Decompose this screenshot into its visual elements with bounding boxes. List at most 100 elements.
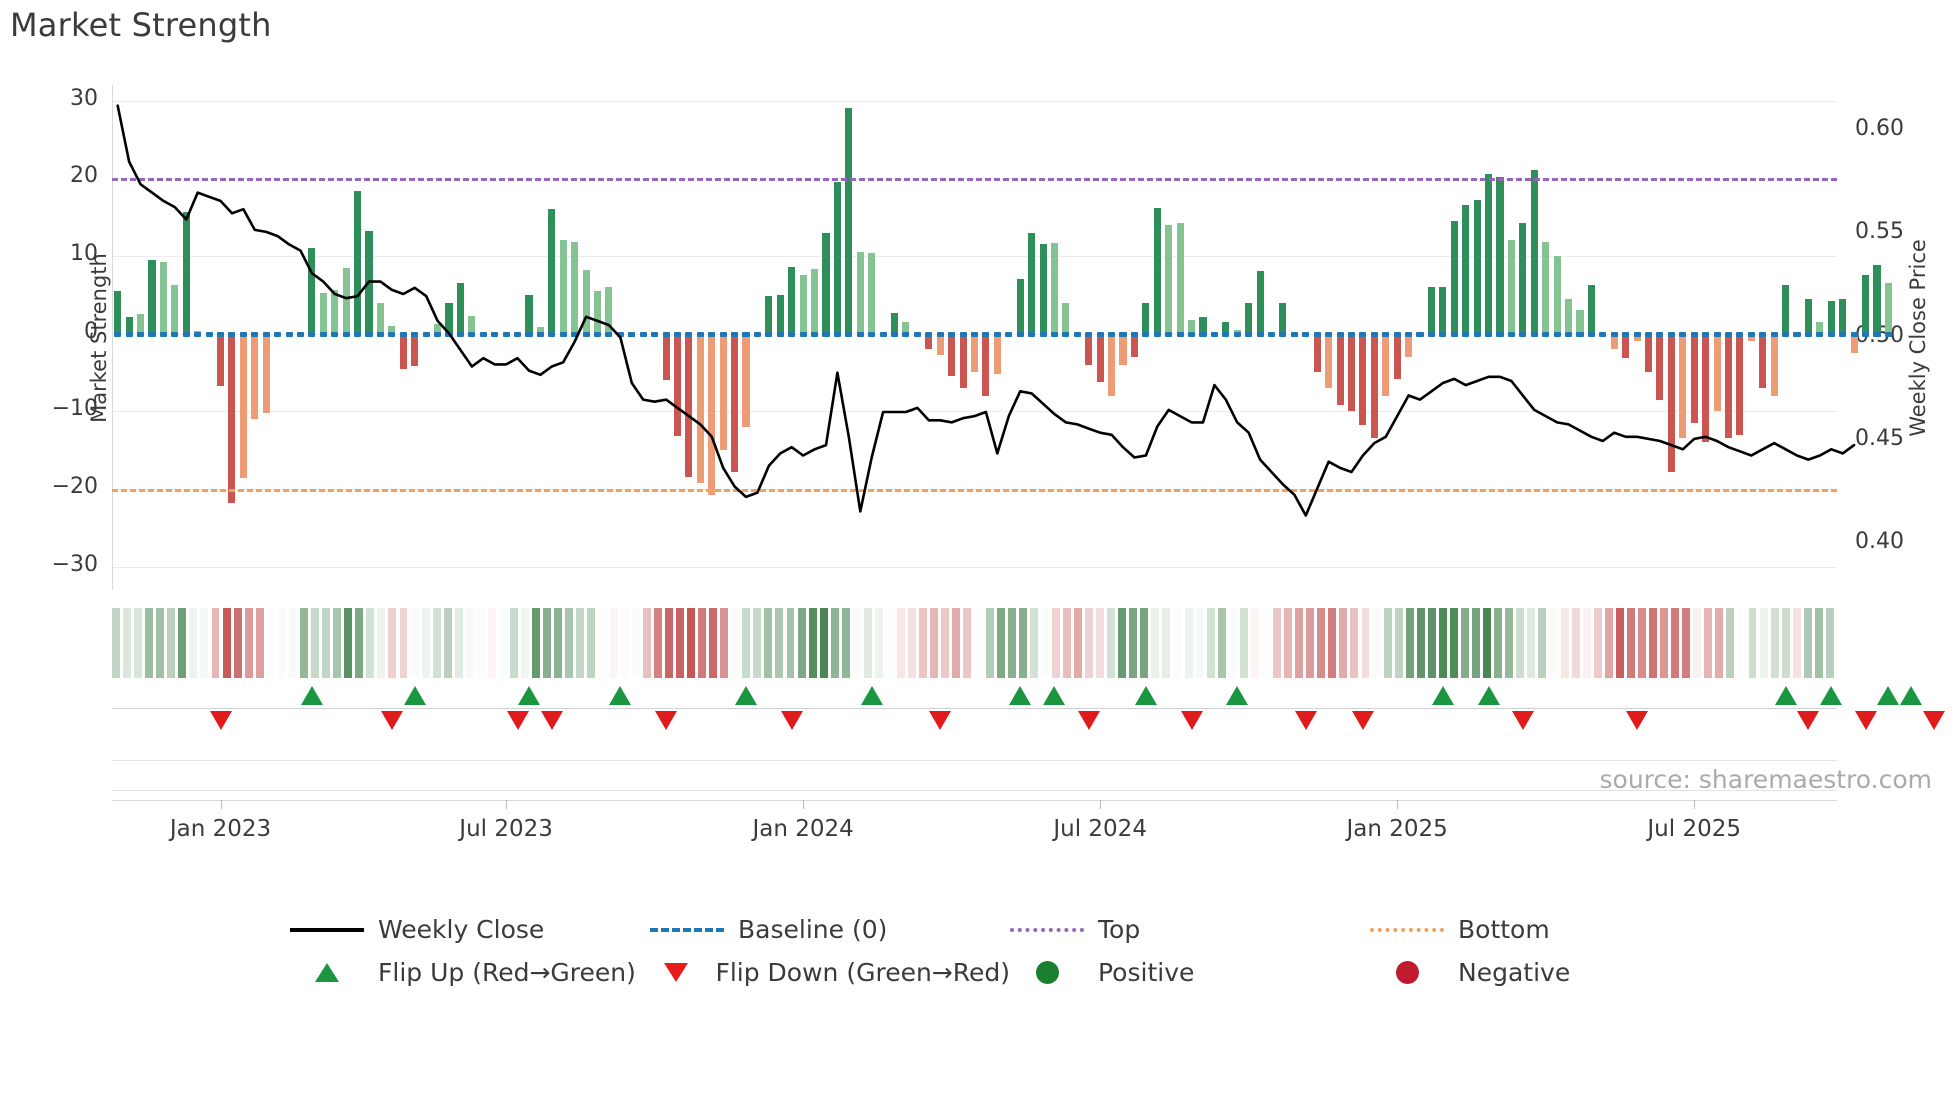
bar bbox=[1485, 174, 1493, 334]
baseline-segment bbox=[1427, 331, 1435, 337]
heatmap-cell bbox=[609, 608, 618, 678]
x-tick-mark bbox=[803, 800, 805, 809]
heatmap-cell bbox=[1483, 608, 1492, 678]
heatmap-cell bbox=[233, 608, 242, 678]
heatmap-cell bbox=[399, 608, 408, 678]
baseline-segment bbox=[776, 331, 784, 337]
flip-down-marker bbox=[540, 711, 563, 730]
baseline-segment bbox=[1405, 331, 1413, 337]
bar bbox=[1496, 176, 1504, 334]
x-tick-mark bbox=[506, 800, 508, 809]
legend-label: Positive bbox=[1098, 958, 1195, 987]
heatmap-cell bbox=[930, 608, 939, 678]
heatmap-cell bbox=[1538, 608, 1547, 678]
bar bbox=[742, 333, 750, 427]
bar bbox=[159, 262, 167, 334]
x-tick-mark bbox=[1397, 800, 1399, 809]
flip-up-marker bbox=[1043, 686, 1066, 705]
heatmap-cell bbox=[1593, 608, 1602, 678]
legend-item-bottom[interactable]: Bottom bbox=[1370, 915, 1670, 944]
top-reference-line bbox=[112, 178, 1837, 182]
baseline-segment bbox=[1085, 331, 1093, 337]
baseline-segment bbox=[1039, 331, 1047, 337]
heatmap-cell bbox=[421, 608, 430, 678]
baseline-segment bbox=[205, 331, 213, 337]
y-tick-label-right: 0.55 bbox=[1855, 219, 1904, 245]
bar bbox=[331, 290, 339, 334]
strength-heatmap-strip bbox=[112, 608, 1837, 678]
legend-label: Baseline (0) bbox=[738, 915, 888, 944]
baseline-segment bbox=[833, 331, 841, 337]
flip-up-marker bbox=[609, 686, 632, 705]
heatmap-cell bbox=[620, 608, 629, 678]
heatmap-cell bbox=[985, 608, 994, 678]
bar bbox=[593, 290, 602, 334]
bar bbox=[445, 302, 453, 334]
baseline-segment bbox=[1416, 331, 1424, 337]
bar bbox=[1827, 300, 1835, 334]
legend-item-positive[interactable]: Positive bbox=[1010, 958, 1370, 987]
baseline-segment bbox=[1130, 331, 1138, 337]
bar bbox=[1473, 199, 1481, 334]
flip-up-marker bbox=[517, 686, 540, 705]
heatmap-cell bbox=[1549, 608, 1558, 678]
baseline-segment bbox=[137, 331, 145, 337]
heatmap-cell bbox=[1339, 608, 1348, 678]
bar bbox=[902, 321, 910, 334]
heatmap-cell bbox=[1759, 608, 1768, 678]
legend-item-baseline[interactable]: Baseline (0) bbox=[650, 915, 1010, 944]
flip-down-marker bbox=[655, 711, 678, 730]
heatmap-cell bbox=[598, 608, 607, 678]
x-axis: Jan 2023 Jul 2023 Jan 2024 Jul 2024 Jan 2025… bbox=[112, 800, 1837, 860]
y-axis-spine bbox=[112, 85, 113, 590]
heatmap-cell bbox=[443, 608, 452, 678]
bar bbox=[1199, 316, 1207, 334]
baseline-segment bbox=[388, 331, 396, 337]
heatmap-cell bbox=[653, 608, 662, 678]
legend-item-weekly-close[interactable]: Weekly Close bbox=[290, 915, 650, 944]
heatmap-cell bbox=[675, 608, 684, 678]
flip-up-marker bbox=[1774, 686, 1797, 705]
flip-down-marker bbox=[1923, 711, 1946, 730]
x-tick-label: Jul 2025 bbox=[1647, 816, 1741, 842]
heatmap-cell bbox=[1693, 608, 1702, 678]
legend-label: Weekly Close bbox=[378, 915, 545, 944]
baseline-segment bbox=[411, 331, 419, 337]
baseline-segment bbox=[925, 331, 933, 337]
heatmap-cell bbox=[576, 608, 585, 678]
baseline-segment bbox=[1713, 331, 1721, 337]
baseline-segment bbox=[1839, 331, 1847, 337]
baseline-segment bbox=[1485, 331, 1493, 337]
legend-item-flip-up[interactable]: Flip Up (Red→Green) bbox=[290, 958, 650, 987]
y-tick-label-left: 30 bbox=[70, 85, 98, 111]
heatmap-cell bbox=[808, 608, 817, 678]
heatmap-cell bbox=[698, 608, 706, 678]
legend-item-negative[interactable]: Negative bbox=[1370, 958, 1670, 987]
flip-up-marker bbox=[1900, 686, 1923, 705]
baseline-segment bbox=[1256, 331, 1264, 337]
flip-down-marker bbox=[1626, 711, 1649, 730]
baseline-segment bbox=[913, 331, 921, 337]
baseline-segment bbox=[628, 331, 636, 337]
bar bbox=[1644, 333, 1653, 373]
baseline-segment bbox=[1153, 331, 1161, 337]
baseline-segment bbox=[1622, 331, 1630, 337]
legend-item-top[interactable]: Top bbox=[1010, 915, 1370, 944]
heatmap-cell bbox=[1394, 608, 1403, 678]
baseline-segment bbox=[662, 331, 670, 337]
baseline-segment bbox=[1050, 331, 1058, 337]
heatmap-cell bbox=[1383, 608, 1392, 678]
legend-item-flip-down[interactable]: Flip Down (Green→Red) bbox=[650, 958, 1010, 987]
bar bbox=[1336, 333, 1344, 406]
heatmap-cell bbox=[1129, 608, 1138, 678]
heatmap-cell bbox=[1173, 608, 1182, 678]
heatmap-cell bbox=[432, 608, 441, 678]
baseline-segment bbox=[1005, 331, 1013, 337]
baseline-segment bbox=[548, 331, 556, 337]
heatmap-cell bbox=[1328, 608, 1337, 678]
heatmap-cell bbox=[1649, 608, 1657, 678]
y-tick-label-right: 0.45 bbox=[1855, 425, 1904, 451]
heatmap-cell bbox=[454, 608, 463, 678]
baseline-segment bbox=[194, 331, 202, 337]
heatmap-cell bbox=[1472, 608, 1481, 678]
